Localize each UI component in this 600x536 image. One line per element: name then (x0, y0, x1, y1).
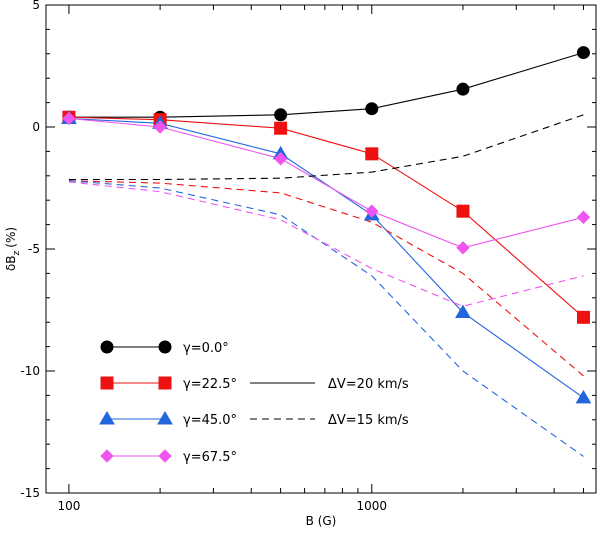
legend-marker-left-1 (100, 376, 114, 390)
y-axis-label-subscript: z (12, 250, 22, 255)
legend-label-2: γ=45.0° (183, 413, 237, 428)
legend-label-0: γ=0.0° (183, 341, 229, 356)
y-axis-label-unit: (%) (4, 227, 18, 248)
y-axis-label-main: δB (4, 255, 18, 271)
legend-marker-right-3 (158, 449, 172, 463)
y-tick-label: -5 (28, 242, 40, 256)
plot-markers (61, 46, 592, 404)
legend-marker-right-2 (157, 411, 173, 425)
y-tick-label: 5 (32, 0, 40, 12)
data-point-s3-p3 (365, 204, 379, 218)
y-tick-label: 0 (32, 120, 40, 134)
legend-style-label-0: ΔV=20 km/s (328, 377, 409, 392)
legend-style-label-1: ΔV=15 km/s (328, 413, 409, 428)
y-tick-label: -10 (20, 364, 40, 378)
series-line-4-dashed (68, 114, 584, 181)
legend: γ=0.0° γ=22.5° γ=45.0° γ=67.5° ΔV=20 km/s ΔV=… (99, 340, 409, 465)
data-point-s0-p3 (365, 102, 379, 116)
legend-marker-left-0 (100, 340, 114, 354)
series-line-0 (68, 52, 584, 118)
legend-marker-left-2 (99, 411, 115, 425)
data-point-s3-p4 (456, 241, 470, 255)
legend-marker-right-1 (158, 376, 172, 390)
x-axis-label: B (G) (306, 514, 337, 528)
data-point-s1-p5 (576, 310, 590, 324)
y-tick-label: -15 (20, 486, 40, 500)
legend-marker-right-0 (158, 340, 172, 354)
series-line-3 (68, 117, 584, 249)
series-line-1 (68, 116, 584, 318)
x-tick-label: 100 (57, 499, 80, 513)
series-line-2 (68, 117, 584, 399)
data-point-s0-p4 (456, 82, 470, 96)
x-tick-label: 1000 (357, 499, 388, 513)
data-point-s0-p2 (274, 108, 288, 122)
data-point-s1-p4 (456, 204, 470, 218)
data-point-s2-p4 (455, 304, 471, 318)
data-point-s0-p5 (576, 46, 590, 60)
plot-series (68, 52, 584, 457)
tick-labels: 5 0 -5 -10 -15 100 1000 (20, 0, 387, 513)
series-line-5-dashed (68, 180, 584, 377)
data-point-s2-p5 (575, 389, 592, 404)
data-point-s3-p5 (576, 210, 591, 224)
legend-marker-left-3 (100, 449, 114, 463)
legend-label-1: γ=22.5° (183, 377, 237, 392)
data-point-s3-p1 (153, 120, 167, 134)
data-point-s3-p0 (62, 111, 76, 126)
series-line-6-dashed (68, 180, 584, 457)
legend-label-3: γ=67.5° (183, 450, 237, 465)
axis-ticks (46, 4, 596, 494)
plot-frame (45, 4, 597, 494)
data-point-s1-p2 (274, 121, 288, 135)
series-line-7-dashed (68, 181, 584, 307)
y-axis-label: δBz (%) (4, 227, 22, 271)
data-point-s3-p2 (273, 152, 288, 166)
data-point-s1-p3 (365, 147, 379, 161)
